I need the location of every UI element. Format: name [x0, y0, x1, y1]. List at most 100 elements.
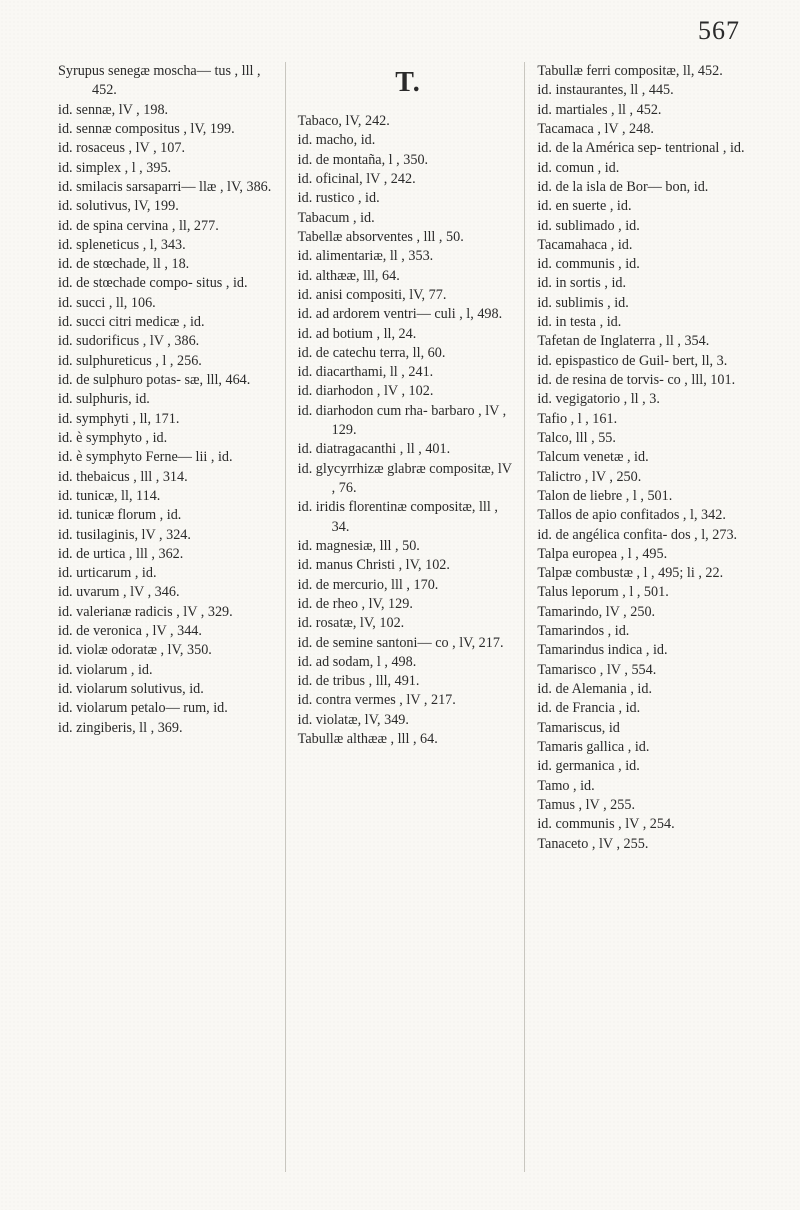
index-entry: id. epispastico de Guil- bert, ll, 3. — [537, 352, 758, 371]
index-entry: id. succi , ll, 106. — [58, 294, 279, 313]
index-entry: id. simplex , l , 395. — [58, 159, 279, 178]
index-entry: id. diarhodon , lV , 102. — [298, 382, 519, 401]
index-entry: Talon de liebre , l , 501. — [537, 487, 758, 506]
index-entry: Tafetan de Inglaterra , ll , 354. — [537, 332, 758, 351]
index-entry: Syrupus senegæ moscha— tus , lll , 452. — [58, 62, 279, 101]
index-entry: id. iridis florentinæ compositæ, lll , 3… — [298, 498, 519, 537]
index-entry: Tamarisco , lV , 554. — [537, 661, 758, 680]
index-entry: id. de stœchade compo- situs , id. — [58, 274, 279, 293]
index-entry: Talictro , lV , 250. — [537, 468, 758, 487]
index-entry: id. tusilaginis, lV , 324. — [58, 526, 279, 545]
index-entry: id. alimentariæ, ll , 353. — [298, 247, 519, 266]
index-entry: id. de angélica confita- dos , l, 273. — [537, 526, 758, 545]
index-entry: id. violatæ, lV, 349. — [298, 711, 519, 730]
index-entry: id. thebaicus , lll , 314. — [58, 468, 279, 487]
index-entry: Tafio , l , 161. — [537, 410, 758, 429]
index-entry: id. de sulphuro potas- sæ, lll, 464. — [58, 371, 279, 390]
index-entry: Talus leporum , l , 501. — [537, 583, 758, 602]
index-entry: Tabullæ althææ , lll , 64. — [298, 730, 519, 749]
index-entry: id. diatragacanthi , ll , 401. — [298, 440, 519, 459]
index-entry: id. spleneticus , l, 343. — [58, 236, 279, 255]
index-entry: id. de mercurio, lll , 170. — [298, 576, 519, 595]
index-entry: id. violæ odoratæ , lV, 350. — [58, 641, 279, 660]
index-entry: id. de la América sep- tentrional , id. — [537, 139, 758, 158]
index-entry: Tabaco, lV, 242. — [298, 112, 519, 131]
index-entry: Tamarindo, lV , 250. — [537, 603, 758, 622]
index-entry: id. zingiberis, ll , 369. — [58, 719, 279, 738]
index-entry: id. rosaceus , lV , 107. — [58, 139, 279, 158]
index-entry: Tamarindos , id. — [537, 622, 758, 641]
index-entry: id. sulphureticus , l , 256. — [58, 352, 279, 371]
index-entry: id. ad botium , ll, 24. — [298, 325, 519, 344]
section-letter: T. — [298, 64, 519, 102]
index-entry: Tabellæ absorventes , lll , 50. — [298, 228, 519, 247]
index-entry: id. diarhodon cum rha- barbaro , lV , 12… — [298, 402, 519, 441]
index-entry: id. contra vermes , lV , 217. — [298, 691, 519, 710]
index-entry: id. de tribus , lll, 491. — [298, 672, 519, 691]
index-entry: id. de montaña, l , 350. — [298, 151, 519, 170]
column-middle: T. Tabaco, lV, 242.id. macho, id.id. de … — [285, 62, 525, 1172]
column-left: Syrupus senegæ moscha— tus , lll , 452.i… — [52, 62, 285, 1172]
index-entry: id. in testa , id. — [537, 313, 758, 332]
index-entry: id. violarum , id. — [58, 661, 279, 680]
index-entry: id. macho, id. — [298, 131, 519, 150]
index-entry: id. manus Christi , lV, 102. — [298, 556, 519, 575]
index-entry: id. sennæ, lV , 198. — [58, 101, 279, 120]
index-entry: id. de spina cervina , ll, 277. — [58, 217, 279, 236]
index-entry: id. solutivus, lV, 199. — [58, 197, 279, 216]
index-entry: Tacamaca , lV , 248. — [537, 120, 758, 139]
index-entry: id. sublimis , id. — [537, 294, 758, 313]
index-entry: id. diacarthami, ll , 241. — [298, 363, 519, 382]
index-entry: Tamarindus indica , id. — [537, 641, 758, 660]
index-entry: id. communis , id. — [537, 255, 758, 274]
index-entry: Tacamahaca , id. — [537, 236, 758, 255]
index-entry: id. rosatæ, lV, 102. — [298, 614, 519, 633]
index-entry: id. en suerte , id. — [537, 197, 758, 216]
index-entry: id. sulphuris, id. — [58, 390, 279, 409]
index-entry: id. sennæ compositus , lV, 199. — [58, 120, 279, 139]
index-entry: id. martiales , ll , 452. — [537, 101, 758, 120]
index-entry: id. de catechu terra, ll, 60. — [298, 344, 519, 363]
index-entry: id. tunicæ, ll, 114. — [58, 487, 279, 506]
index-entry: id. glycyrrhizæ glabræ compositæ, lV , 7… — [298, 460, 519, 499]
page-number: 567 — [698, 16, 740, 46]
index-entry: id. de stœchade, ll , 18. — [58, 255, 279, 274]
index-entry: id. tunicæ florum , id. — [58, 506, 279, 525]
index-entry: id. de rheo , lV, 129. — [298, 595, 519, 614]
index-entry: Tamo , id. — [537, 777, 758, 796]
index-entry: Talpa europea , l , 495. — [537, 545, 758, 564]
index-entry: Tallos de apio confitados , l, 342. — [537, 506, 758, 525]
index-entry: Talpæ combustæ , l , 495; li , 22. — [537, 564, 758, 583]
index-entry: id. ad sodam, l , 498. — [298, 653, 519, 672]
index-entry: Tabullæ ferri compositæ, ll, 452. — [537, 62, 758, 81]
index-entry: id. de resina de torvis- co , lll, 101. — [537, 371, 758, 390]
index-entry: id. de la isla de Bor— bon, id. — [537, 178, 758, 197]
index-entry: Tamariscus, id — [537, 719, 758, 738]
index-entry: id. de Francia , id. — [537, 699, 758, 718]
index-entry: id. althææ, lll, 64. — [298, 267, 519, 286]
column-right: Tabullæ ferri compositæ, ll, 452.id. ins… — [524, 62, 764, 1172]
page-root: 567 Syrupus senegæ moscha— tus , lll , 4… — [0, 0, 800, 1210]
index-entry: Tanaceto , lV , 255. — [537, 835, 758, 854]
index-entry: Talcum venetæ , id. — [537, 448, 758, 467]
index-entry: id. de Alemania , id. — [537, 680, 758, 699]
index-entry: id. comun , id. — [537, 159, 758, 178]
index-entry: Talco, lll , 55. — [537, 429, 758, 448]
index-entry: id. ad ardorem ventri— culi , l, 498. — [298, 305, 519, 324]
index-entry: id. valerianæ radicis , lV , 329. — [58, 603, 279, 622]
index-entry: id. rustico , id. — [298, 189, 519, 208]
index-entry: id. è symphyto Ferne— lii , id. — [58, 448, 279, 467]
index-entry: id. de urtica , lll , 362. — [58, 545, 279, 564]
columns-wrapper: Syrupus senegæ moscha— tus , lll , 452.i… — [52, 62, 764, 1172]
index-entry: id. è symphyto , id. — [58, 429, 279, 448]
index-entry: id. de semine santoni— co , lV, 217. — [298, 634, 519, 653]
index-entry: id. magnesiæ, lll , 50. — [298, 537, 519, 556]
index-entry: id. succi citri medicæ , id. — [58, 313, 279, 332]
index-entry: id. in sortis , id. — [537, 274, 758, 293]
index-entry: id. communis , lV , 254. — [537, 815, 758, 834]
index-entry: id. vegigatorio , ll , 3. — [537, 390, 758, 409]
index-entry: id. anisi compositi, lV, 77. — [298, 286, 519, 305]
index-entry: id. de veronica , lV , 344. — [58, 622, 279, 641]
index-entry: id. uvarum , lV , 346. — [58, 583, 279, 602]
index-entry: id. urticarum , id. — [58, 564, 279, 583]
